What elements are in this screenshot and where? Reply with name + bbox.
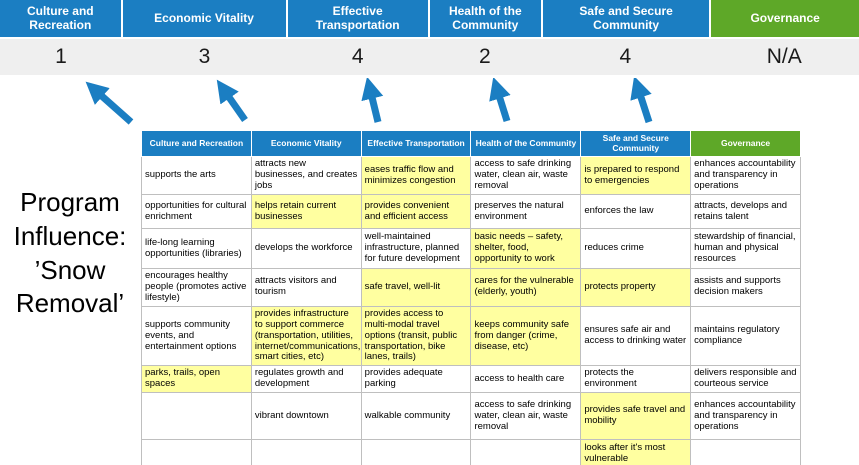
banner-header-4: Safe and Secure Community	[542, 0, 710, 37]
matrix-cell	[250, 439, 362, 465]
score-value-5: N/A	[766, 45, 802, 68]
up-arrow-1	[85, 81, 134, 125]
matrix-cell: opportunities for cultural enrichment	[141, 194, 252, 229]
matrix-cell: ensures safe air and access to drinking …	[580, 305, 692, 367]
influence-arrows	[85, 78, 653, 125]
matrix-body: supports the arts attracts new businesses…	[141, 156, 801, 465]
matrix-cell: safe travel, well-lit	[360, 268, 472, 307]
matrix-header-4: Safe and Secure Community	[580, 130, 692, 157]
page-title: Program Influence: ’Snow Removal’	[13, 187, 127, 319]
matrix-cell: stewardship of financial, human and phys…	[690, 228, 801, 269]
matrix-cell	[141, 392, 252, 441]
matrix-cell: looks after it's most vulnerable	[580, 439, 692, 465]
up-arrow-2	[216, 79, 248, 123]
banner-header-2: Effective Transportation	[287, 0, 428, 37]
score-value-4: 4	[619, 45, 632, 68]
score-value-2: 4	[351, 45, 364, 68]
matrix-cell: provides access to multi-modal travel op…	[360, 305, 472, 367]
matrix-header-row: Culture and Recreation Economic Vitality E…	[141, 130, 801, 157]
up-arrow-4	[489, 78, 511, 123]
matrix-row-5: parks, trails, open spaces regulates grow…	[141, 365, 801, 394]
matrix-cell: enhances accountability and transparency…	[690, 156, 801, 195]
matrix-cell: parks, trails, open spaces	[141, 365, 252, 394]
matrix-cell: provides infrastructure to support comme…	[250, 305, 362, 367]
banner-header-0: Culture and Recreation	[0, 0, 121, 37]
matrix-header-2: Effective Transportation	[360, 130, 472, 157]
matrix-row-0: supports the arts attracts new businesses…	[141, 156, 801, 195]
matrix-cell: protects property	[580, 268, 692, 307]
matrix-row-4: supports community events, and entertain…	[141, 305, 801, 367]
matrix-cell: protects the environment	[580, 365, 692, 394]
matrix-cell: eases traffic flow and minimizes congest…	[360, 156, 472, 195]
matrix-cell: keeps community safe from danger (crime,…	[470, 305, 582, 367]
matrix-cell: supports the arts	[141, 156, 252, 195]
score-row: 1 3 4 2 4 N/A	[0, 39, 859, 75]
matrix-cell	[360, 439, 472, 465]
matrix-cell: assists and supports decision makers	[690, 268, 801, 307]
banner-header-3: Health of the Community	[429, 0, 541, 37]
matrix-cell: attracts, develops and retains talent	[690, 194, 801, 229]
matrix-cell: walkable community	[360, 392, 472, 441]
score-value-0: 1	[55, 45, 67, 68]
matrix-cell: life-long learning opportunities (librar…	[141, 228, 252, 269]
matrix-cell	[470, 439, 582, 465]
score-value-1: 3	[198, 45, 211, 68]
matrix-cell: provides convenient and efficient access	[360, 194, 472, 229]
banner-header-1: Economic Vitality	[122, 0, 286, 37]
matrix-cell: maintains regulatory compliance	[690, 305, 801, 367]
matrix-cell: preserves the natural environment	[470, 194, 582, 229]
matrix-cell: reduces crime	[580, 228, 692, 269]
matrix-cell: attracts new businesses, and creates job…	[250, 156, 362, 195]
matrix-header-1: Economic Vitality	[250, 130, 362, 157]
matrix-cell: enforces the law	[580, 194, 692, 229]
matrix-cell: vibrant downtown	[250, 392, 362, 441]
matrix-cell: regulates growth and development	[250, 365, 362, 394]
up-arrow-5	[630, 78, 653, 124]
matrix-cell: access to safe drinking water, clean air…	[470, 156, 582, 195]
matrix-cell: provides safe travel and mobility	[580, 392, 692, 441]
matrix-row-7: looks after it's most vulnerable	[141, 439, 801, 465]
matrix-cell	[690, 439, 801, 465]
matrix-cell: access to safe drinking water, clean air…	[470, 392, 582, 441]
matrix-cell: basic needs – safety, shelter, food, opp…	[470, 228, 582, 269]
matrix-cell: attracts visitors and tourism	[250, 268, 362, 307]
matrix-cell: is prepared to respond to emergencies	[580, 156, 692, 195]
influence-matrix: Culture and Recreation Economic Vitality E…	[141, 130, 801, 465]
banner-header-5: Governance	[711, 0, 859, 37]
score-banner: Culture and Recreation Economic Vitality E…	[0, 0, 859, 37]
matrix-cell: helps retain current businesses	[250, 194, 362, 229]
matrix-row-6: vibrant downtown walkable community access…	[141, 392, 801, 441]
up-arrow-3	[361, 78, 384, 123]
matrix-cell: encourages healthy people (promotes acti…	[141, 268, 252, 307]
matrix-row-2: life-long learning opportunities (librar…	[141, 228, 801, 269]
matrix-cell: well-maintained infrastructure, planned …	[360, 228, 472, 269]
matrix-header-5: Governance	[690, 130, 801, 157]
score-value-3: 2	[479, 45, 491, 68]
matrix-cell: access to health care	[470, 365, 582, 394]
matrix-cell: cares for the vulnerable (elderly, youth…	[470, 268, 582, 307]
matrix-row-1: opportunities for cultural enrichment hel…	[141, 194, 801, 229]
matrix-cell: provides adequate parking	[360, 365, 472, 394]
matrix-cell: delivers responsible and courteous servi…	[690, 365, 801, 394]
matrix-cell: supports community events, and entertain…	[141, 305, 252, 367]
matrix-cell: develops the workforce	[250, 228, 362, 269]
matrix-cell: enhances accountability and transparency…	[690, 392, 801, 441]
matrix-cell	[141, 439, 252, 465]
matrix-row-3: encourages healthy people (promotes acti…	[141, 268, 801, 307]
matrix-header-3: Health of the Community	[470, 130, 582, 157]
matrix-header-0: Culture and Recreation	[141, 130, 252, 157]
